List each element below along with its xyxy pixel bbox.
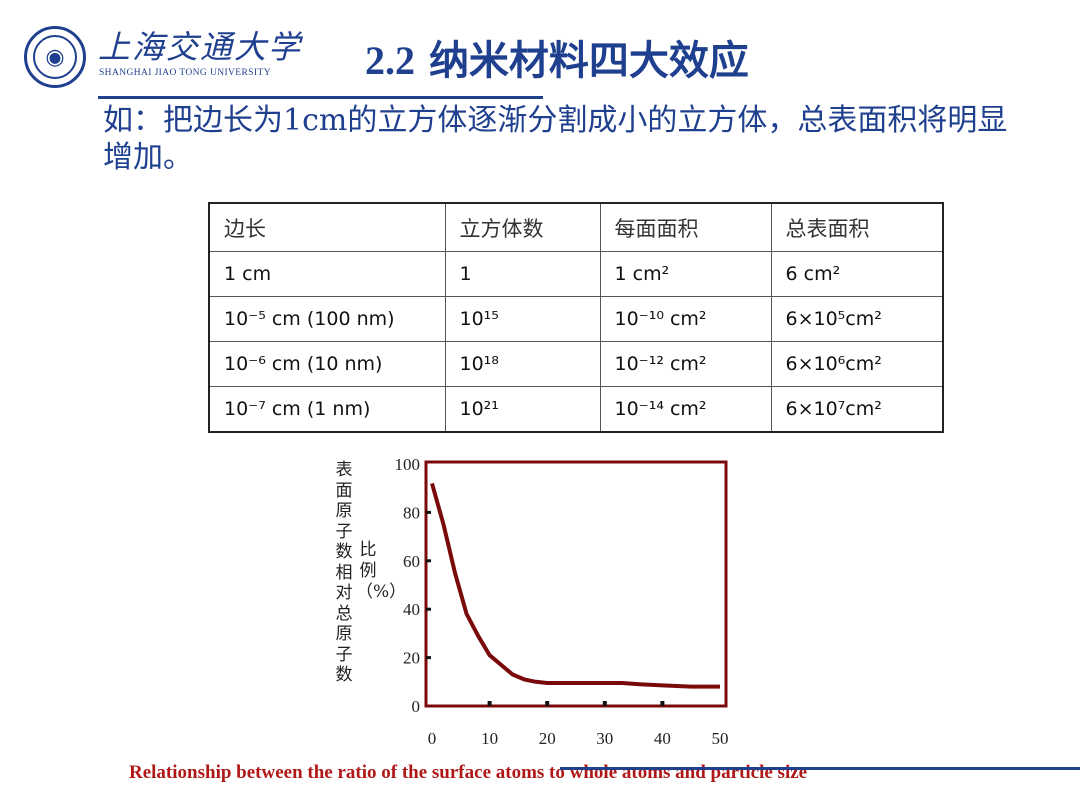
chart-frame: [424, 460, 728, 708]
surface-atom-ratio-chart: 0 20 40 60 80 100 0 10 20 30 40 50: [395, 455, 729, 748]
x-tick-label: 50: [712, 729, 729, 748]
y-tick-label: 0: [412, 697, 421, 716]
x-tick-label: 0: [428, 729, 437, 748]
cell-face-area: 1 cm²: [599, 251, 772, 297]
cube-division-table: 边长 立方体数 每面面积 总表面积 1 cm 1 1 cm² 6 cm² 10⁻…: [208, 202, 944, 433]
cell-face-area: 10⁻¹⁰ cm²: [599, 296, 772, 342]
y-tick-label: 100: [395, 455, 421, 474]
title-text: 纳米材料四大效应: [428, 38, 749, 84]
x-tick-label: 30: [596, 729, 613, 748]
intro-text: 如：把边长为1cm的立方体逐渐分割成小的立方体，总表面积将明显增加。: [103, 103, 1008, 175]
cell-total-area: 6 cm²: [770, 251, 944, 297]
x-tick-label: 10: [481, 729, 498, 748]
university-name-en: SHANGHAI JIAO TONG UNIVERSITY: [99, 68, 271, 78]
y-tick-label: 40: [403, 600, 420, 619]
header-total-area: 总表面积: [770, 202, 944, 252]
logo-emblem-icon: ◉: [33, 35, 77, 79]
cell-total-area: 6×10⁵cm²: [770, 296, 944, 342]
cell-count: 10²¹: [444, 386, 601, 433]
table-row: 10⁻⁷ cm (1 nm) 10²¹ 10⁻¹⁴ cm² 6×10⁷cm²: [208, 386, 944, 433]
x-tick-label: 20: [539, 729, 556, 748]
cell-face-area: 10⁻¹⁴ cm²: [599, 386, 772, 433]
cell-edge: 10⁻⁷ cm (1 nm): [208, 386, 446, 433]
table-header-row: 边长 立方体数 每面面积 总表面积: [208, 202, 944, 252]
footer-divider: [560, 767, 1080, 770]
slide-title: 2.2 纳米材料四大效应: [365, 28, 749, 86]
cell-total-area: 6×10⁷cm²: [770, 386, 944, 433]
header-count: 立方体数: [444, 202, 601, 252]
cell-face-area: 10⁻¹² cm²: [599, 341, 772, 387]
header-face-area: 每面面积: [599, 202, 772, 252]
y-tick-label: 20: [403, 649, 420, 668]
table-row: 10⁻⁵ cm (100 nm) 10¹⁵ 10⁻¹⁰ cm² 6×10⁵cm²: [208, 296, 944, 342]
chart-ylabel-part2: 比例（%）: [356, 540, 407, 602]
title-number: 2.2: [365, 38, 415, 83]
university-logo: ◉: [24, 26, 86, 88]
cell-edge: 10⁻⁵ cm (100 nm): [208, 296, 446, 342]
header-edge: 边长: [208, 202, 446, 252]
y-axis-ticks: 0 20 40 60 80 100: [395, 455, 431, 716]
data-series-line: [430, 482, 720, 689]
table-row: 1 cm 1 1 cm² 6 cm²: [208, 251, 944, 297]
y-tick-label: 80: [403, 503, 420, 522]
cell-total-area: 6×10⁶cm²: [770, 341, 944, 387]
x-tick-label: 40: [654, 729, 671, 748]
cell-count: 1: [444, 251, 601, 297]
cell-edge: 1 cm: [208, 251, 446, 297]
chart-ylabel-part1: 表面原子数相对总原子数: [335, 460, 353, 685]
university-name-cn: 上海交通大学: [98, 28, 303, 66]
cell-count: 10¹⁸: [444, 341, 601, 387]
x-axis-ticks: 0 10 20 30 40 50: [428, 701, 729, 748]
y-tick-label: 60: [403, 552, 420, 571]
header-divider: [98, 96, 543, 99]
cell-count: 10¹⁵: [444, 296, 601, 342]
figure-caption: Relationship between the ratio of the su…: [129, 762, 808, 783]
cell-edge: 10⁻⁶ cm (10 nm): [208, 341, 446, 387]
table-row: 10⁻⁶ cm (10 nm) 10¹⁸ 10⁻¹² cm² 6×10⁶cm²: [208, 341, 944, 387]
